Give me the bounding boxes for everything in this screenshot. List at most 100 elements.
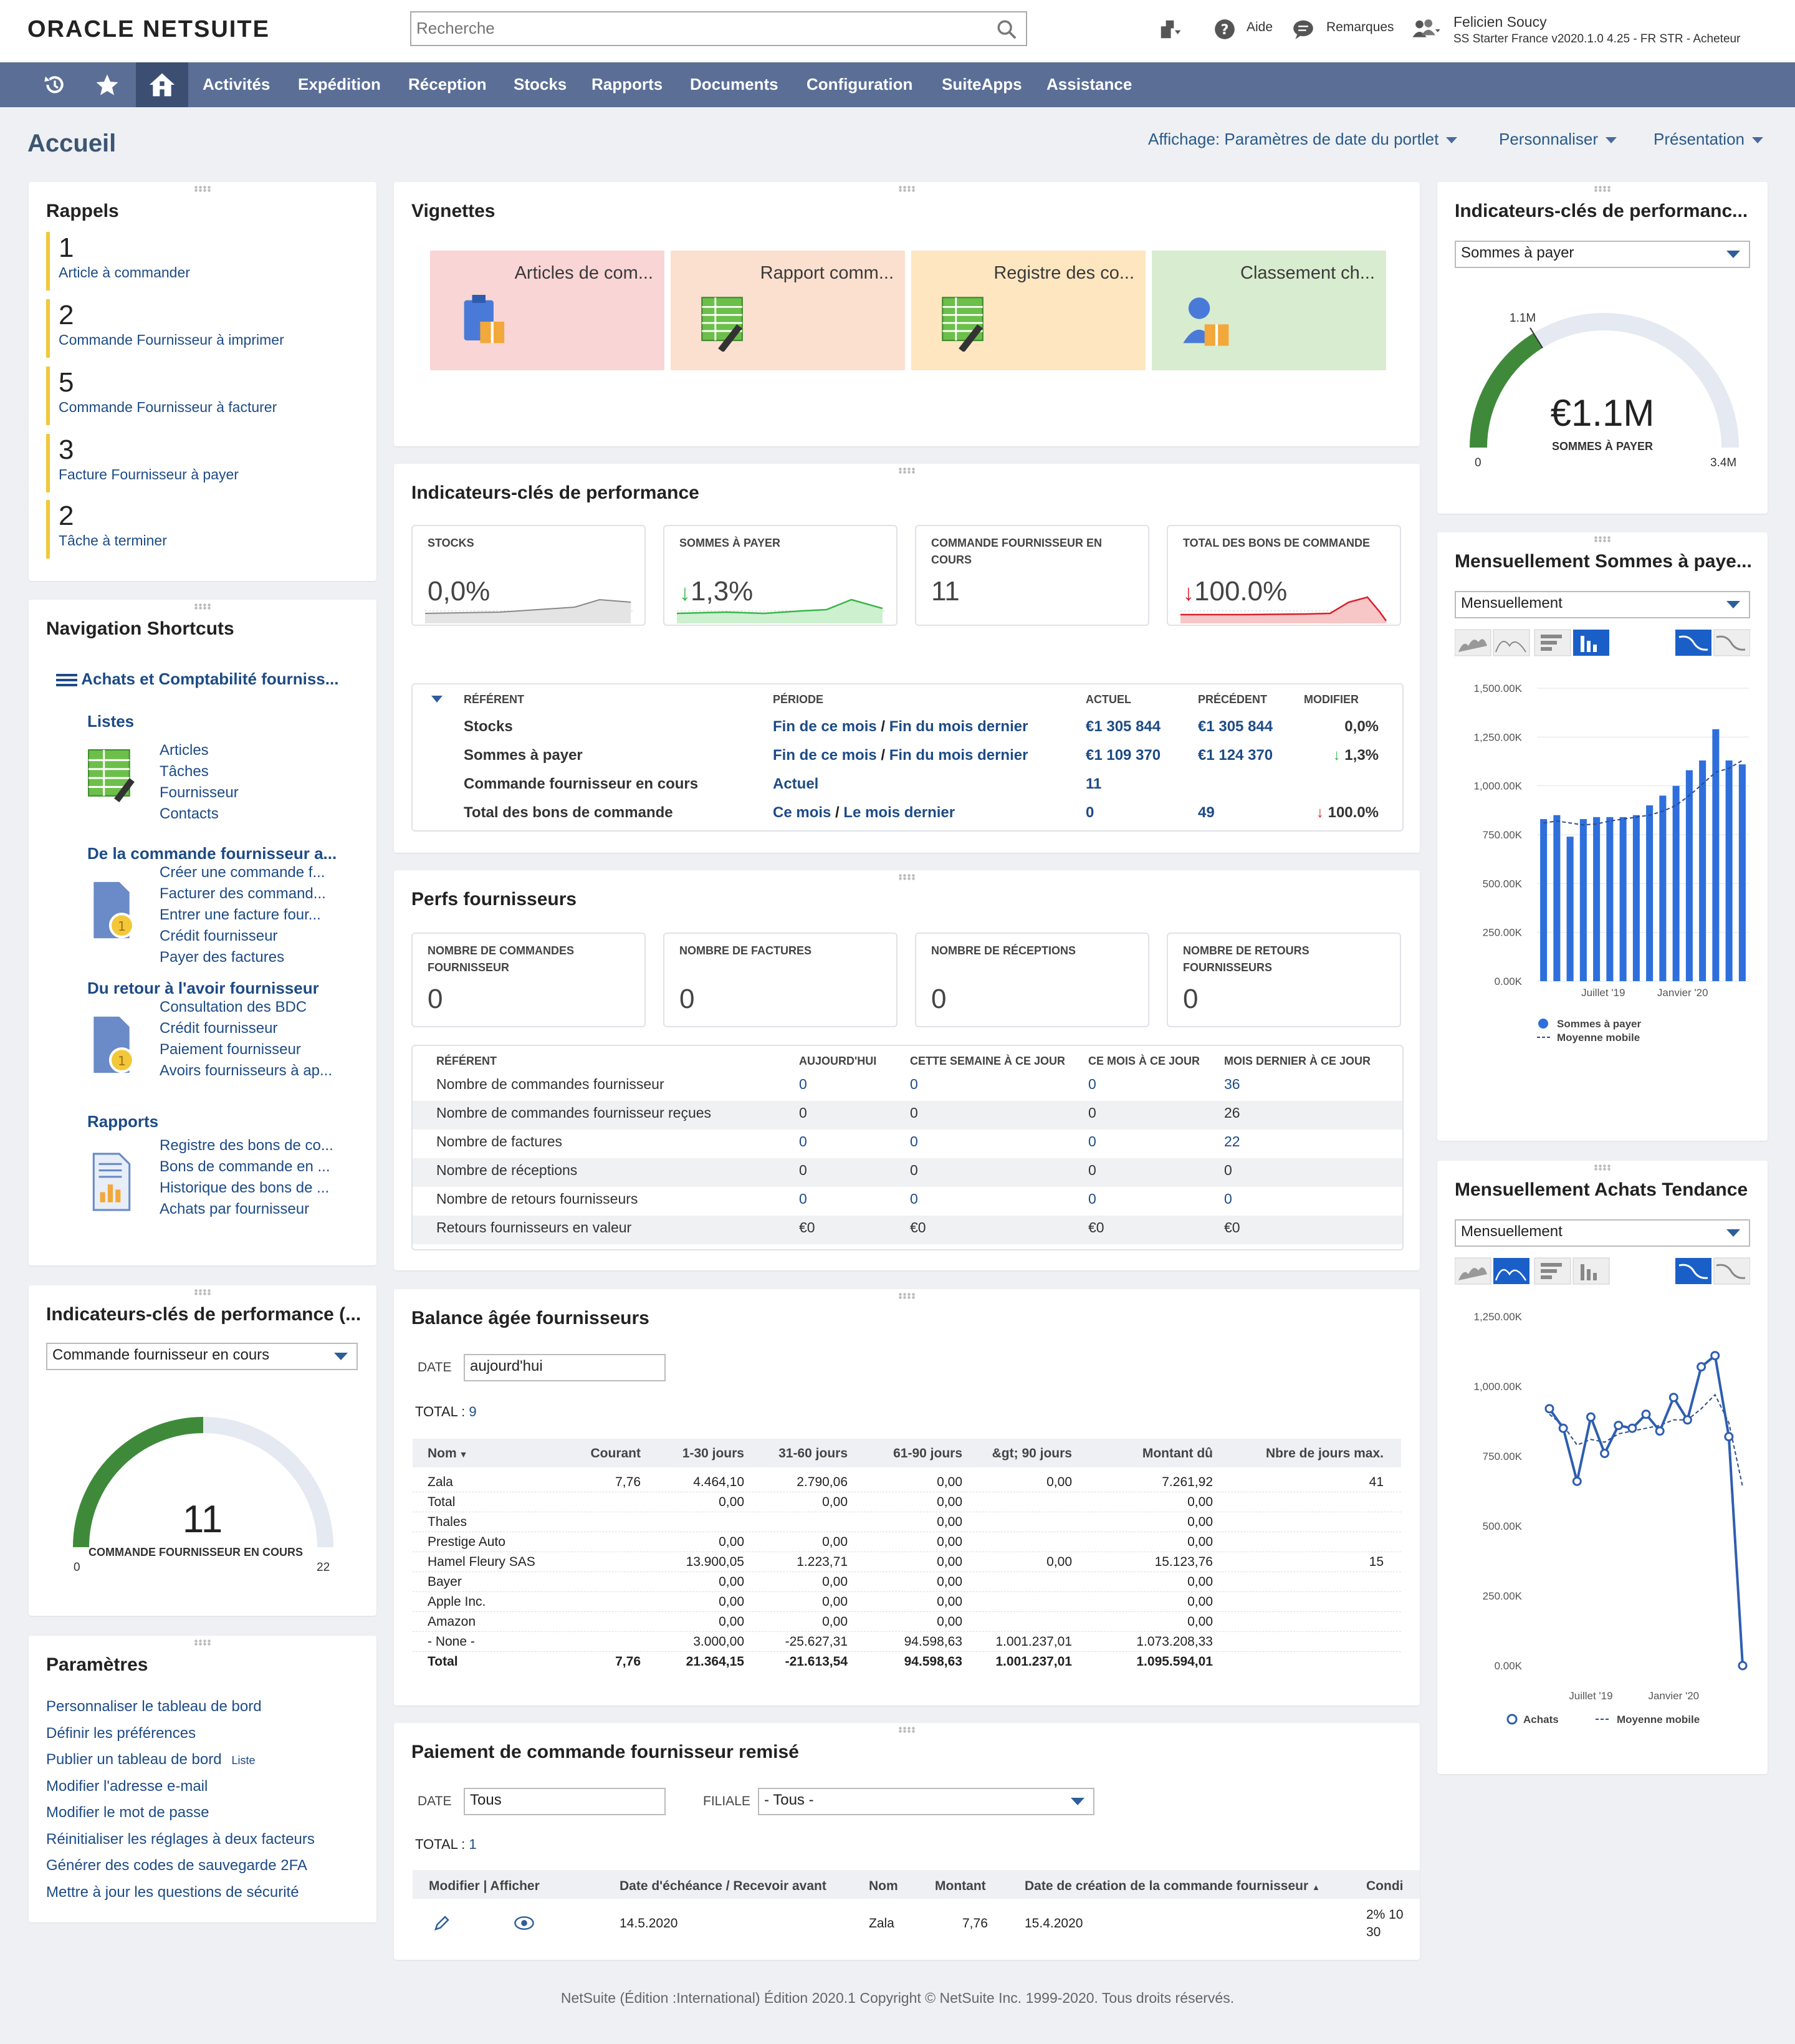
drag-handle[interactable] [1594,536,1611,542]
search-icon[interactable] [996,19,1017,40]
bar[interactable] [1672,785,1680,981]
vendor-perf-value[interactable]: 0 [1088,1076,1096,1092]
vendor-perf-value[interactable]: 0 [799,1191,807,1207]
data-point[interactable] [1600,1449,1610,1459]
vendor-perf-box[interactable]: NOMBRE DE RÉCEPTIONS 0 [915,933,1149,1027]
nav-assistance[interactable]: Assistance [1046,75,1132,94]
drag-handle[interactable] [194,1289,211,1295]
col-conditions[interactable]: Condi [1366,1879,1404,1893]
shortcut-link[interactable]: Créer une commande f... [160,864,325,881]
data-point[interactable] [1572,1476,1582,1486]
col-created-date[interactable]: Date de création de la commande fourniss… [1025,1879,1320,1893]
kpi-period[interactable]: Ce mois / Le mois dernier [773,804,955,821]
subsidiary-select[interactable]: - Tous - [758,1788,1094,1815]
reminder-label[interactable]: Commande Fournisseur à imprimer [59,332,284,348]
kpi-current[interactable]: €1 305 844 [1086,718,1161,735]
aging-col-header[interactable]: &gt; 90 jours [992,1446,1072,1461]
bar[interactable] [1619,817,1627,981]
drag-handle[interactable] [898,468,916,474]
data-point[interactable] [1682,1415,1692,1425]
reminder-count[interactable]: 2 [59,501,74,531]
drag-handle[interactable] [898,1293,916,1299]
aging-col-header[interactable]: 1-30 jours [682,1446,744,1461]
feedback-icon[interactable] [1291,17,1315,41]
bar[interactable] [1579,818,1587,981]
moving-average-off-icon[interactable] [1713,629,1750,656]
reminder-count[interactable]: 3 [59,434,74,465]
tile-3[interactable]: Registre des co... [911,251,1146,370]
data-point[interactable] [1558,1423,1568,1433]
shortcut-section-heading[interactable]: Listes [87,712,135,731]
vendor-perf-value[interactable]: 0 [1088,1133,1096,1149]
aging-vendor-link[interactable]: Apple Inc. [428,1595,486,1609]
data-point[interactable] [1586,1412,1596,1422]
bar[interactable] [1646,805,1654,981]
aging-col-name[interactable]: Nom ▼ [428,1446,468,1461]
data-point[interactable] [1724,1432,1734,1442]
settings-link[interactable]: Réinitialiser les réglages à deux facteu… [46,1830,315,1848]
trend-period-select[interactable]: Mensuellement [1455,1219,1750,1247]
bar-chart-toggle-icon[interactable] [1573,630,1609,656]
shortcut-section-heading[interactable]: Du retour à l'avoir fournisseur [87,979,319,997]
drag-handle[interactable] [898,186,916,192]
drag-handle[interactable] [898,1727,916,1733]
settings-link[interactable]: Publier un tableau de bord Liste [46,1751,256,1768]
kpi-box[interactable]: TOTAL DES BONS DE COMMANDE ↓100.0% [1167,525,1401,626]
search-input[interactable] [411,12,972,44]
col-due-date[interactable]: Date d'échéance / Recevoir avant [620,1879,826,1893]
global-search[interactable] [410,11,1027,46]
kpi-current[interactable]: 11 [1086,775,1102,792]
data-point[interactable] [1655,1426,1665,1436]
line-chart-toggle-icon[interactable] [1493,1258,1529,1284]
reminder-item[interactable]: 2 Tâche à terminer [46,500,358,559]
tile-4[interactable]: Classement ch... [1152,251,1386,370]
reminder-label[interactable]: Facture Fournisseur à payer [59,466,239,482]
bar[interactable] [1685,770,1693,981]
edit-pencil-icon[interactable] [433,1914,451,1932]
tile-label[interactable]: Articles de com... [514,263,653,283]
aging-col-header[interactable]: Nbre de jours max. [1265,1446,1384,1461]
col-name[interactable]: Nom [869,1879,898,1893]
layout-menu[interactable]: Présentation [1654,130,1763,149]
payment-date-input[interactable]: Tous [464,1788,666,1815]
legend-label[interactable]: Achats [1523,1714,1559,1725]
kpi-period[interactable]: Actuel [773,775,819,792]
legend-label[interactable]: Sommes à payer [1557,1018,1642,1030]
netsuite-logo[interactable]: ORACLE NETSUITE [27,16,270,42]
data-point[interactable] [1627,1423,1637,1433]
aging-vendor-link[interactable]: Total [428,1495,456,1509]
kpi-meter-select[interactable]: Sommes à payer [1455,241,1750,268]
nav-reception[interactable]: Réception [408,75,487,94]
moving-average-off-icon[interactable] [1713,1257,1750,1285]
view-eye-icon[interactable] [514,1914,535,1932]
nav-activites[interactable]: Activités [203,75,270,94]
help-icon[interactable]: ? [1213,17,1237,41]
nav-documents[interactable]: Documents [690,75,778,94]
line-chart-toggle-icon[interactable] [1493,629,1530,656]
favorites-star-icon[interactable] [81,62,133,107]
settings-link[interactable]: Personnaliser le tableau de bord [46,1698,262,1715]
recent-icon[interactable] [29,62,81,107]
nav-stocks[interactable]: Stocks [514,75,567,94]
shortcut-link[interactable]: Articles [160,742,209,759]
settings-link[interactable]: Définir les préférences [46,1724,196,1742]
kpi-period[interactable]: Fin de ce mois / Fin du mois dernier [773,718,1028,735]
vendor-perf-value[interactable]: 0 [799,1076,807,1092]
kpi-previous[interactable]: €1 124 370 [1198,747,1273,764]
bar[interactable] [1540,818,1548,981]
data-point[interactable] [1738,1661,1748,1671]
data-point[interactable] [1614,1421,1624,1431]
kpi-period[interactable]: Fin de ce mois / Fin du mois dernier [773,747,1028,764]
bar[interactable] [1725,760,1733,981]
reminder-count[interactable]: 1 [59,233,74,263]
bar[interactable] [1593,817,1601,981]
aging-vendor-link[interactable]: - None - [428,1634,475,1649]
bar[interactable] [1712,729,1720,981]
nav-suiteapps[interactable]: SuiteApps [942,75,1022,94]
shortcut-group-selector[interactable]: Achats et Comptabilité fourniss... [56,669,338,689]
shortcut-link[interactable]: Avoirs fournisseurs à ap... [160,1062,333,1079]
kpi-previous[interactable]: €1 305 844 [1198,718,1273,735]
hbar-chart-toggle-icon[interactable] [1534,629,1571,656]
shortcut-link[interactable]: Fournisseur [160,784,239,801]
bar[interactable] [1566,837,1574,981]
